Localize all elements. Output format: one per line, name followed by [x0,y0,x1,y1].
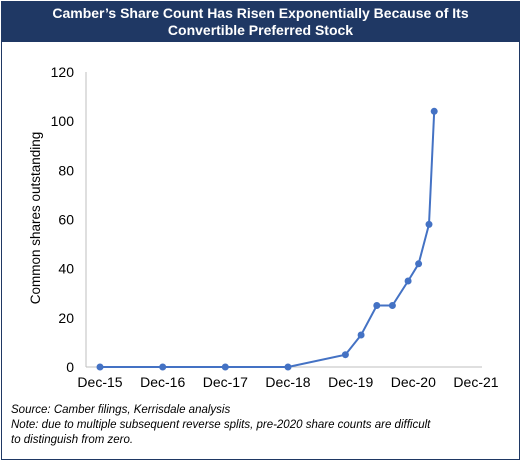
chart-title-line-2: Convertible Preferred Stock [167,22,354,38]
y-axis-title-group: Common shares outstanding [28,132,43,305]
data-point [159,363,167,371]
y-tick-label: 120 [51,64,75,80]
data-point [425,220,433,228]
y-tick-label: 40 [58,261,74,277]
footnote-line-2: to distinguish from zero. [11,434,134,446]
y-tick-label: 20 [58,310,74,326]
data-point [373,302,381,309]
y-tick-label: 80 [58,162,74,178]
y-tick-label: 60 [58,212,74,228]
source-note: Source: Camber filings, Kerrisdale analy… [11,404,231,416]
x-tick-label: Dec-19 [328,374,373,390]
chart-footnotes: Source: Camber filings, Kerrisdale analy… [11,403,511,448]
x-tick-label: Dec-18 [265,374,310,390]
chart-title-line-1: Camber’s Share Count Has Risen Exponenti… [52,5,469,21]
footnote-line-1: Note: due to multiple subsequent reverse… [11,419,431,431]
data-point [284,363,292,371]
x-tick-label: Dec-21 [453,374,498,390]
x-tick-label: Dec-15 [77,374,122,390]
chart-title: Camber’s Share Count Has Risen Exponenti… [2,2,519,42]
x-tick-labels: Dec-15 Dec-16 Dec-17 Dec-18 Dec-19 Dec-20 Dec-… [77,374,498,390]
series-shares [96,107,438,371]
data-point [415,260,423,268]
x-tick-label: Dec-20 [391,374,436,390]
x-tick-label: Dec-17 [203,374,248,390]
series-line [100,111,436,368]
y-tick-labels: 0 20 40 60 80 100 120 [51,64,75,375]
y-axis-title: Common shares outstanding [28,132,43,305]
data-point [96,363,104,371]
data-point [357,331,365,339]
data-point [430,107,438,115]
data-point [388,302,396,309]
data-point [404,277,412,285]
y-tick-label: 100 [51,113,75,129]
x-tick-label: Dec-16 [140,374,185,390]
y-tick-label: 0 [66,359,74,375]
data-point [221,363,229,371]
data-point [341,351,349,359]
